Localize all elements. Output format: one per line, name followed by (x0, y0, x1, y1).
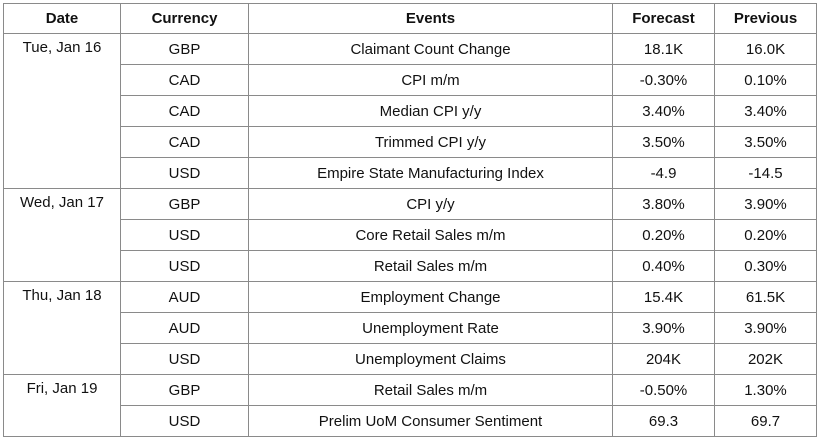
table-row: USD Core Retail Sales m/m 0.20% 0.20% (4, 219, 817, 251)
currency-cell: USD (120, 157, 249, 189)
previous-cell: 61.5K (714, 281, 817, 313)
table-row: USD Retail Sales m/m 0.40% 0.30% (4, 250, 817, 282)
forecast-cell: 204K (612, 343, 715, 375)
event-cell: CPI m/m (248, 64, 613, 96)
table-row: Thu, Jan 18 AUD Employment Change 15.4K … (3, 281, 817, 375)
forecast-cell: 3.40% (612, 95, 715, 127)
event-cell: Empire State Manufacturing Index (248, 157, 613, 189)
date-cell: Wed, Jan 17 (3, 188, 121, 282)
currency-cell: AUD (120, 312, 249, 344)
event-cell: Core Retail Sales m/m (248, 219, 613, 251)
currency-cell: USD (120, 250, 249, 282)
table-row: Wed, Jan 17 GBP CPI y/y 3.80% 3.90% (3, 188, 817, 282)
previous-cell: 0.30% (714, 250, 817, 282)
event-cell: Retail Sales m/m (248, 250, 613, 282)
forecast-cell: 69.3 (612, 405, 715, 437)
date-cell: Tue, Jan 16 (3, 33, 121, 189)
table-row: CAD CPI m/m -0.30% 0.10% (4, 64, 817, 96)
previous-cell: 3.90% (714, 312, 817, 344)
event-cell: CPI y/y (248, 188, 613, 220)
currency-cell: CAD (120, 64, 249, 96)
header-date: Date (3, 3, 121, 34)
forecast-cell: -0.30% (612, 64, 715, 96)
forecast-cell: 3.50% (612, 126, 715, 158)
table-row: USD Empire State Manufacturing Index -4.… (4, 157, 817, 189)
table-row: CAD Median CPI y/y 3.40% 3.40% (4, 95, 817, 127)
previous-cell: 0.10% (714, 64, 817, 96)
forecast-cell: -4.9 (612, 157, 715, 189)
economic-calendar-table: Date Currency Events Forecast Previous T… (3, 3, 817, 437)
currency-cell: CAD (120, 126, 249, 158)
event-cell: Retail Sales m/m (248, 374, 613, 406)
previous-cell: 3.90% (714, 188, 817, 220)
previous-cell: 3.40% (714, 95, 817, 127)
previous-cell: 3.50% (714, 126, 817, 158)
table-row: Fri, Jan 19 GBP Retail Sales m/m -0.50% … (3, 374, 817, 437)
date-cell: Thu, Jan 18 (3, 281, 121, 375)
previous-cell: 0.20% (714, 219, 817, 251)
header-events: Events (248, 3, 613, 34)
currency-cell: GBP (120, 33, 249, 65)
table-row: AUD Unemployment Rate 3.90% 3.90% (4, 312, 817, 344)
table-row: CAD Trimmed CPI y/y 3.50% 3.50% (4, 126, 817, 158)
event-cell: Unemployment Claims (248, 343, 613, 375)
date-cell: Fri, Jan 19 (3, 374, 121, 437)
event-cell: Prelim UoM Consumer Sentiment (248, 405, 613, 437)
forecast-cell: 3.90% (612, 312, 715, 344)
currency-cell: CAD (120, 95, 249, 127)
header-currency: Currency (120, 3, 249, 34)
currency-cell: GBP (120, 188, 249, 220)
event-cell: Employment Change (248, 281, 613, 313)
currency-cell: USD (120, 405, 249, 437)
forecast-cell: 0.20% (612, 219, 715, 251)
previous-cell: 202K (714, 343, 817, 375)
currency-cell: USD (120, 343, 249, 375)
currency-cell: GBP (120, 374, 249, 406)
previous-cell: 69.7 (714, 405, 817, 437)
event-cell: Trimmed CPI y/y (248, 126, 613, 158)
previous-cell: -14.5 (714, 157, 817, 189)
table-row: USD Prelim UoM Consumer Sentiment 69.3 6… (4, 405, 817, 437)
forecast-cell: -0.50% (612, 374, 715, 406)
forecast-cell: 18.1K (612, 33, 715, 65)
header-previous: Previous (714, 3, 817, 34)
header-forecast: Forecast (612, 3, 715, 34)
header-row: Date Currency Events Forecast Previous (3, 3, 817, 34)
previous-cell: 1.30% (714, 374, 817, 406)
currency-cell: AUD (120, 281, 249, 313)
event-cell: Claimant Count Change (248, 33, 613, 65)
table-row: Tue, Jan 16 GBP Claimant Count Change 18… (3, 33, 817, 189)
currency-cell: USD (120, 219, 249, 251)
table-row: USD Unemployment Claims 204K 202K (4, 343, 817, 375)
event-cell: Unemployment Rate (248, 312, 613, 344)
forecast-cell: 3.80% (612, 188, 715, 220)
forecast-cell: 15.4K (612, 281, 715, 313)
previous-cell: 16.0K (714, 33, 817, 65)
event-cell: Median CPI y/y (248, 95, 613, 127)
forecast-cell: 0.40% (612, 250, 715, 282)
